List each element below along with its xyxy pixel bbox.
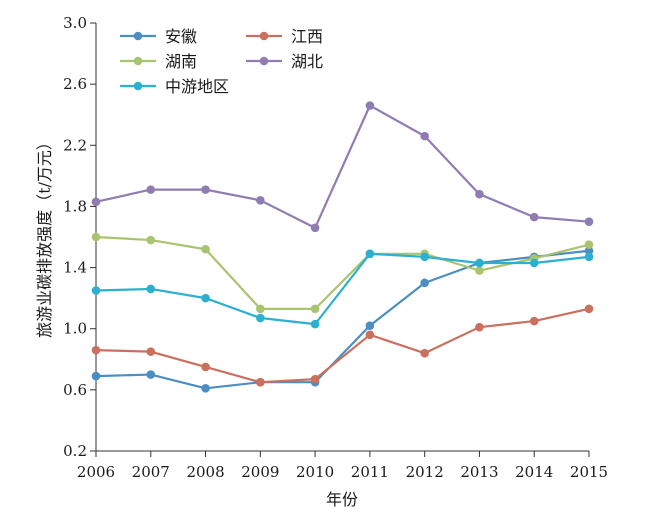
data-point: [310, 319, 320, 329]
y-tick-label: 1.8: [63, 197, 87, 215]
y-tick-label: 2.2: [63, 136, 87, 154]
legend-label: 湖南: [165, 52, 197, 71]
legend-item: 中游地区: [120, 77, 229, 96]
data-point: [584, 252, 594, 262]
y-tick-label: 1.4: [63, 259, 87, 277]
data-point: [256, 196, 265, 205]
data-point: [475, 322, 484, 332]
data-point: [91, 371, 101, 381]
y-tick-label: 2.6: [63, 75, 87, 93]
x-tick-label: 2006: [77, 463, 115, 481]
data-point: [91, 197, 101, 207]
data-point: [420, 252, 429, 262]
axes: 0.2 0.6 1.0 1.4 1.8 2.2 2.6 3.0 2006 2007 2008 2009…: [63, 14, 608, 481]
data-point: [91, 286, 101, 295]
x-tick-label: 2009: [241, 463, 279, 481]
series-line: [95, 252, 590, 326]
x-tick-label: 2011: [351, 463, 389, 481]
data-point: [256, 313, 265, 323]
data-point: [91, 345, 101, 355]
x-tick-label: 2015: [570, 463, 608, 481]
x-tick-label: 2012: [406, 463, 444, 481]
data-point: [201, 384, 210, 393]
y-tick-label: 1.0: [63, 320, 87, 338]
legend-swatch-marker: [133, 31, 143, 41]
legend-item: 湖南: [120, 52, 197, 71]
legend-item: 安徽: [120, 27, 197, 46]
y-axis-title: 旅游业碳排放强度（t/万元）: [35, 134, 54, 338]
data-point: [201, 185, 210, 194]
data-point: [420, 278, 429, 288]
data-point: [420, 348, 429, 358]
data-point: [310, 374, 320, 384]
x-axis-title: 年份: [326, 490, 358, 509]
data-point: [146, 284, 156, 294]
series-line: [95, 249, 590, 390]
data-point: [584, 217, 594, 227]
data-point: [365, 101, 375, 110]
data-point: [146, 347, 156, 356]
legend-swatch-marker: [259, 56, 269, 66]
data-point: [529, 316, 539, 326]
legend-item: 江西: [246, 27, 323, 46]
data-point: [146, 370, 156, 379]
legend-swatch-marker: [133, 81, 143, 91]
series-layer: [91, 101, 594, 393]
series-line: [95, 307, 590, 384]
data-point: [584, 240, 594, 249]
data-point: [529, 258, 539, 268]
legend-label: 安徽: [165, 27, 197, 46]
data-point: [256, 377, 265, 387]
data-point: [91, 232, 101, 242]
data-point: [310, 304, 320, 314]
legend-label: 湖北: [291, 52, 323, 71]
y-tick-label: 0.2: [63, 442, 87, 460]
y-tick-label: 0.6: [63, 381, 87, 399]
series-2: [91, 304, 594, 387]
x-tick-label: 2008: [186, 463, 224, 481]
legend-swatch-marker: [259, 31, 269, 41]
data-point: [529, 212, 539, 222]
data-point: [475, 189, 484, 199]
data-point: [365, 249, 375, 259]
series-5: [91, 249, 594, 329]
data-point: [146, 185, 156, 194]
legend-item: 湖北: [246, 52, 323, 71]
legend-label: 中游地区: [165, 77, 229, 96]
data-point: [201, 244, 210, 254]
data-point: [475, 258, 484, 268]
data-point: [584, 246, 594, 256]
data-point: [146, 235, 156, 245]
series-1: [91, 246, 594, 393]
series-3: [91, 232, 594, 314]
legend-label: 江西: [291, 27, 323, 46]
data-point: [365, 330, 375, 340]
x-tick-label: 2007: [132, 463, 170, 481]
series-line: [95, 235, 590, 310]
x-tick-label: 2013: [460, 463, 498, 481]
data-point: [584, 304, 594, 314]
data-point: [420, 131, 429, 141]
data-point: [475, 266, 484, 275]
legend-swatch-marker: [133, 56, 143, 66]
y-tick-label: 3.0: [63, 14, 87, 32]
data-point: [201, 293, 210, 303]
data-point: [365, 321, 375, 330]
data-point: [256, 304, 265, 314]
x-tick-label: 2014: [515, 463, 553, 481]
data-point: [310, 223, 320, 233]
series-line: [95, 104, 590, 229]
series-4: [91, 101, 594, 233]
x-tick-label: 2010: [296, 463, 334, 481]
data-point: [201, 362, 210, 372]
